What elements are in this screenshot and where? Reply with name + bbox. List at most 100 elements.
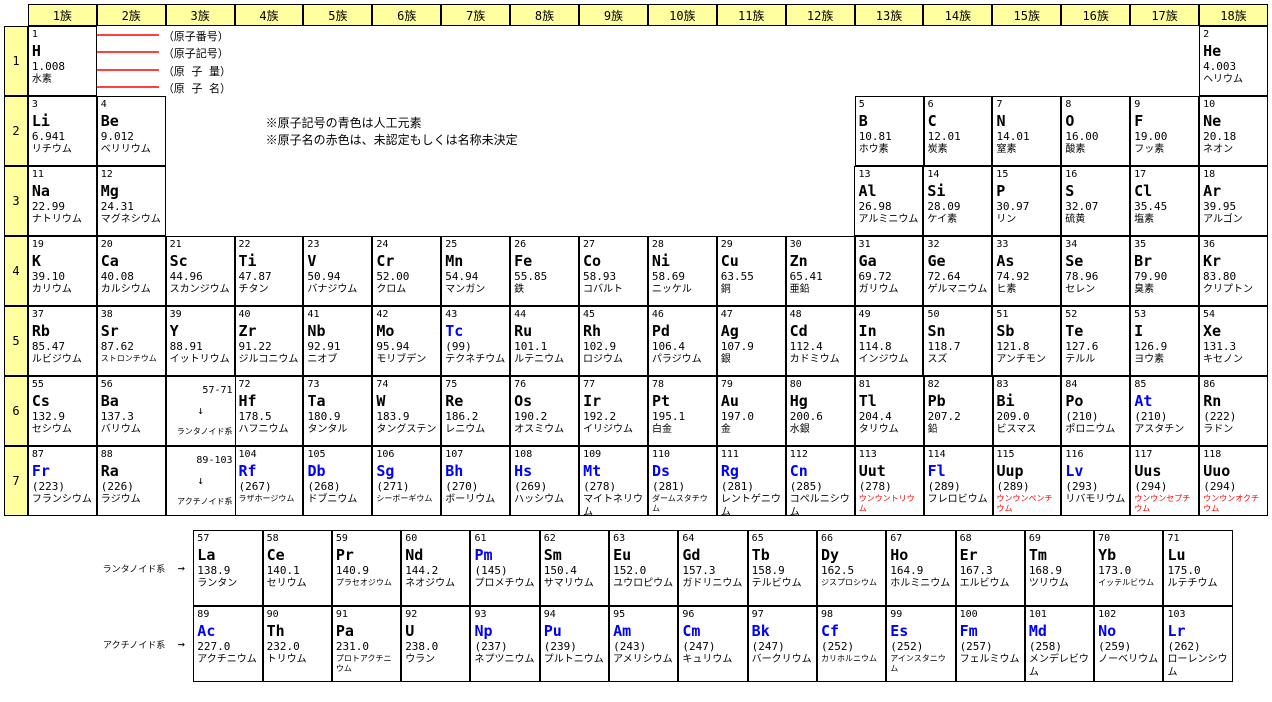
atomic-mass: 1.008 [32, 60, 93, 74]
atomic-symbol: Fm [960, 622, 1021, 641]
element-I: 53 I 126.9 ヨウ素 [1130, 306, 1199, 376]
atomic-number: 6 [928, 99, 989, 112]
atomic-symbol: Db [307, 462, 368, 481]
element-Rg: 111 Rg (281) レントゲニウム [717, 446, 786, 516]
atomic-number: 23 [307, 239, 368, 252]
atomic-mass: (289) [997, 480, 1058, 494]
element-Na: 11 Na 22.99 ナトリウム [28, 166, 97, 236]
atomic-mass: 74.92 [996, 270, 1057, 284]
atomic-mass: 197.0 [721, 410, 782, 424]
atomic-number: 93 [474, 609, 535, 622]
atomic-name: ウラン [405, 654, 466, 667]
atomic-mass: 39.95 [1203, 200, 1264, 214]
period-5: 5 37 Rb 85.47 ルビジウム 38 Sr 87.62 ストロンチウム … [4, 306, 1268, 376]
atomic-name: イッテルビウム [1098, 578, 1159, 588]
atomic-symbol: Zn [790, 252, 851, 271]
atomic-mass: 19.00 [1134, 130, 1195, 144]
atomic-name: プラセオジウム [336, 578, 397, 588]
atomic-mass: 186.2 [445, 410, 506, 424]
atomic-mass: 231.0 [336, 640, 397, 654]
atomic-name: セリウム [267, 578, 328, 591]
atomic-symbol: Sr [101, 322, 162, 341]
atomic-symbol: H [32, 42, 93, 61]
atomic-name: チタン [239, 284, 300, 297]
note-red: ※原子名の赤色は、未認定もしくは名称未決定 [266, 131, 855, 148]
group-header-8: 8族 [510, 4, 579, 26]
atomic-mass: 52.00 [376, 270, 437, 284]
element-Be: 4 Be 9.012 ベリリウム [97, 96, 166, 166]
atomic-mass: 121.8 [996, 340, 1057, 354]
element-Sn: 50 Sn 118.7 スズ [923, 306, 992, 376]
atomic-symbol: Bi [997, 392, 1058, 411]
atomic-symbol: Cr [376, 252, 437, 271]
atomic-symbol: Ni [652, 252, 713, 271]
atomic-symbol: Uup [997, 462, 1058, 481]
atomic-mass: 227.0 [197, 640, 258, 654]
atomic-mass: 85.47 [32, 340, 93, 354]
atomic-name: ストロンチウム [101, 354, 162, 364]
atomic-mass: 83.80 [1203, 270, 1264, 284]
element-Li: 3 Li 6.941 リチウム [28, 96, 97, 166]
lanthanoid-row: ランタノイド系 → 57 La 138.9 ランタン 58 Ce 140.1 セ… [4, 530, 1268, 606]
atomic-mass: 20.18 [1203, 130, 1264, 144]
element-Y: 39 Y 88.91 イットリウム [166, 306, 235, 376]
atomic-mass: 4.003 [1203, 60, 1264, 74]
atomic-name: 白金 [652, 424, 713, 437]
atomic-mass: 9.012 [101, 130, 162, 144]
atomic-symbol: Ta [307, 392, 368, 411]
atomic-name: サマリウム [544, 578, 605, 591]
element-Ho: 67 Ho 164.9 ホルミニウム [886, 530, 955, 606]
atomic-name: アクチニウム [197, 654, 258, 667]
element-Sg: 106 Sg (271) シーボーギウム [372, 446, 441, 516]
element-Er: 68 Er 167.3 エルビウム [956, 530, 1025, 606]
atomic-name: リン [996, 214, 1057, 227]
element-Sr: 38 Sr 87.62 ストロンチウム [97, 306, 166, 376]
atomic-name: ランタン [197, 578, 258, 591]
atomic-symbol: Zr [239, 322, 300, 341]
atomic-mass: 183.9 [376, 410, 437, 424]
atomic-mass: (252) [821, 640, 882, 654]
atomic-number: 109 [583, 449, 644, 462]
period-label-3: 3 [4, 166, 28, 236]
atomic-number: 112 [790, 449, 851, 462]
atomic-symbol: Lv [1065, 462, 1126, 481]
atomic-name: クリプトン [1203, 284, 1264, 297]
element-Os: 76 Os 190.2 オスミウム [510, 376, 579, 446]
element-Cr: 24 Cr 52.00 クロム [372, 236, 441, 306]
atomic-name: ウンウントリウム [859, 494, 920, 514]
atomic-mass: (271) [376, 480, 437, 494]
atomic-symbol: S [1065, 182, 1126, 201]
atomic-number: 113 [859, 449, 920, 462]
atomic-mass: 91.22 [239, 340, 300, 354]
atomic-number: 114 [928, 449, 989, 462]
element-Tc: 43 Tc (99) テクネチウム [441, 306, 510, 376]
atomic-number: 17 [1134, 169, 1195, 182]
atomic-symbol: Lu [1167, 546, 1228, 565]
element-Hs: 108 Hs (269) ハッシウム [510, 446, 579, 516]
atomic-mass: (247) [682, 640, 743, 654]
atomic-symbol: Ca [101, 252, 162, 271]
atomic-number: 61 [474, 533, 535, 546]
element-Nd: 60 Nd 144.2 ネオジウム [401, 530, 470, 606]
atomic-number: 38 [101, 309, 162, 322]
element-Db: 105 Db (268) ドブニウム [303, 446, 372, 516]
atomic-name: メンデレビウム [1029, 654, 1090, 679]
atomic-name: コバルト [583, 284, 644, 297]
element-B: 5 B 10.81 ホウ素 [855, 96, 924, 166]
atomic-symbol: Uus [1134, 462, 1195, 481]
atomic-number: 115 [997, 449, 1058, 462]
atomic-symbol: Ne [1203, 112, 1264, 131]
atomic-name: バークリウム [752, 654, 813, 667]
element-Rb: 37 Rb 85.47 ルビジウム [28, 306, 97, 376]
element-Zn: 30 Zn 65.41 亜鉛 [786, 236, 855, 306]
atomic-name: プルトニウム [544, 654, 605, 667]
atomic-mass: (257) [960, 640, 1021, 654]
atomic-number: 95 [613, 609, 674, 622]
atomic-mass: 26.98 [858, 200, 919, 214]
atomic-mass: 207.2 [928, 410, 989, 424]
atomic-symbol: Xe [1203, 322, 1264, 341]
atomic-symbol: N [996, 112, 1057, 131]
element-Pa: 91 Pa 231.0 プロトアクチニウム [332, 606, 401, 682]
atomic-number: 4 [101, 99, 162, 112]
atomic-mass: 87.62 [101, 340, 162, 354]
